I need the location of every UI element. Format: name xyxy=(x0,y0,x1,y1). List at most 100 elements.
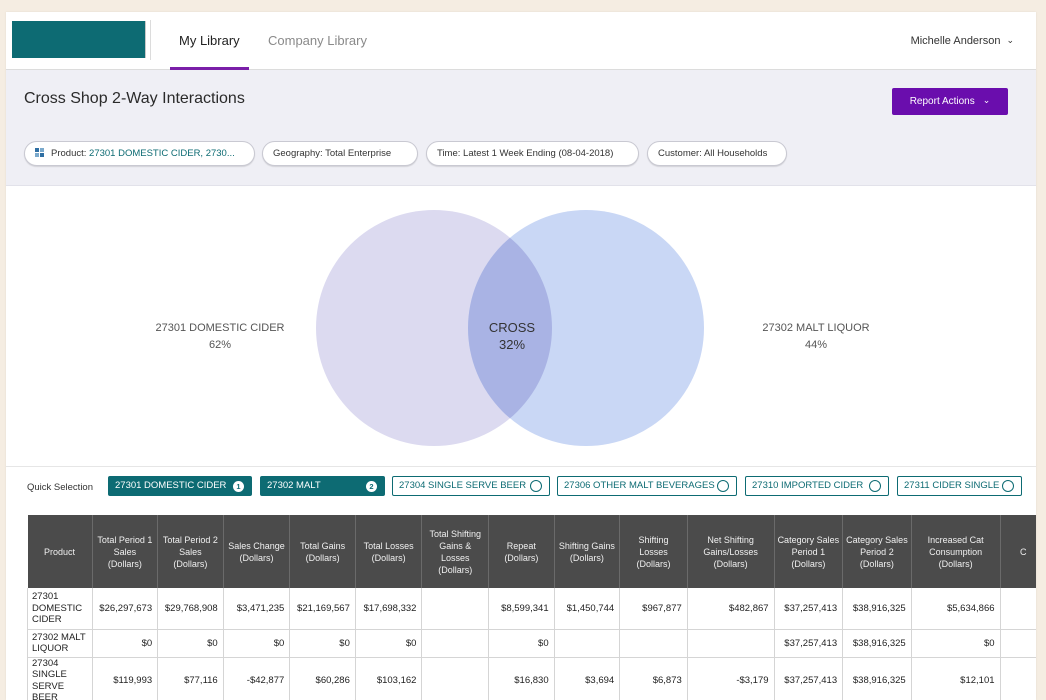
table-cell: -$3,179 xyxy=(687,657,775,700)
radio-circle-icon xyxy=(717,480,729,492)
data-table-container[interactable]: Product Total Period 1 Sales (Dollars) T… xyxy=(27,515,1036,700)
venn-cross-name: CROSS xyxy=(488,320,536,335)
filter-geography[interactable]: Geography: Total Enterprise xyxy=(262,141,418,166)
table-cell: $0 xyxy=(488,629,555,658)
table-row: 27302 MALT LIQUOR $0 $0 $0 $0 $0 $0 $37,… xyxy=(27,629,1036,658)
table-cell xyxy=(421,588,490,630)
column-header[interactable]: C xyxy=(1000,515,1036,588)
chip-27310[interactable]: 27310 IMPORTED CIDER xyxy=(745,476,889,496)
filter-value: All Households xyxy=(703,148,768,159)
venn-left-pct: 62% xyxy=(208,339,232,351)
brand-logo[interactable] xyxy=(12,21,146,58)
venn-right-name: 27302 MALT LIQUOR xyxy=(762,322,870,334)
table-cell xyxy=(687,629,775,658)
filter-product[interactable]: Product: 27301 DOMESTIC CIDER, 2730... xyxy=(24,141,255,166)
app-window: My Library Company Library Michelle Ande… xyxy=(6,12,1036,700)
table-cell: $3,471,235 xyxy=(223,588,291,630)
user-name: Michelle Anderson xyxy=(910,35,1001,47)
table-row: 27301 DOMESTIC CIDER $26,297,673 $29,768… xyxy=(27,588,1036,630)
radio-circle-icon xyxy=(869,480,881,492)
table-cell: $37,257,413 xyxy=(774,657,844,700)
venn-right-pct: 44% xyxy=(804,339,828,351)
chip-label: 27301 DOMESTIC CIDER xyxy=(115,480,227,491)
venn-right-label: 27302 MALT LIQUOR 44% xyxy=(736,320,896,354)
venn-left-label: 27301 DOMESTIC CIDER 62% xyxy=(140,320,300,354)
page-title: Cross Shop 2-Way Interactions xyxy=(24,90,245,107)
user-menu[interactable]: Michelle Anderson ⌄ xyxy=(911,12,1014,70)
table-cell: $37,257,413 xyxy=(774,629,844,658)
column-header[interactable]: Shifting Losses (Dollars) xyxy=(619,515,688,588)
chip-label: 27304 SINGLE SERVE BEER xyxy=(399,480,527,491)
filter-key: Product: xyxy=(51,148,87,159)
filter-value: Latest 1 Week Ending (08-04-2018) xyxy=(463,148,614,159)
selection-number-icon: 2 xyxy=(366,481,377,492)
report-actions-label: Report Actions xyxy=(909,96,975,107)
tab-my-library[interactable]: My Library xyxy=(170,12,249,70)
venn-cross-pct: 32% xyxy=(498,337,526,352)
table-cell xyxy=(421,657,490,700)
column-header[interactable]: Category Sales Period 1 (Dollars) xyxy=(774,515,844,588)
filter-time[interactable]: Time: Latest 1 Week Ending (08-04-2018) xyxy=(426,141,639,166)
venn-diagram: 27301 DOMESTIC CIDER 62% CROSS 32% 27302… xyxy=(6,186,1036,466)
chip-27311[interactable]: 27311 CIDER SINGLE xyxy=(897,476,1022,496)
column-header[interactable]: Total Shifting Gains & Losses (Dollars) xyxy=(421,515,490,588)
radio-circle-icon xyxy=(530,480,542,492)
table-cell: $16,830 xyxy=(488,657,555,700)
table-cell: $967,877 xyxy=(619,588,688,630)
nav-divider xyxy=(150,20,151,60)
column-header[interactable]: Shifting Gains (Dollars) xyxy=(554,515,621,588)
table-cell: $0 xyxy=(289,629,356,658)
venn-overlap[interactable] xyxy=(468,210,704,446)
product-cell: 27302 MALT LIQUOR xyxy=(27,629,93,658)
table-cell: $37,257,413 xyxy=(774,588,844,630)
report-header: Cross Shop 2-Way Interactions Report Act… xyxy=(6,70,1036,186)
venn-left-name: 27301 DOMESTIC CIDER xyxy=(155,322,285,334)
filter-customer[interactable]: Customer: All Households xyxy=(647,141,787,166)
table-cell: $8,599,341 xyxy=(488,588,555,630)
column-header[interactable]: Total Losses (Dollars) xyxy=(355,515,423,588)
product-cell: 27304 SINGLE SERVE BEER xyxy=(27,657,93,700)
report-actions-button[interactable]: Report Actions ⌄ xyxy=(892,88,1008,115)
table-cell: $103,162 xyxy=(355,657,423,700)
quick-selection-bar: Quick Selection 27301 DOMESTIC CIDER 1 2… xyxy=(6,466,1036,507)
tab-company-library[interactable]: Company Library xyxy=(268,33,367,48)
column-header[interactable]: Total Period 2 Sales (Dollars) xyxy=(157,515,224,588)
table-cell: $0 xyxy=(355,629,423,658)
column-header[interactable]: Product xyxy=(27,515,93,588)
table-header-row: Product Total Period 1 Sales (Dollars) T… xyxy=(27,515,1036,588)
table-cell: $17,698,332 xyxy=(355,588,423,630)
selection-number-icon: 1 xyxy=(233,481,244,492)
table-cell: $21,169,567 xyxy=(289,588,356,630)
column-header[interactable]: Total Gains (Dollars) xyxy=(289,515,356,588)
table-cell: -$42,877 xyxy=(223,657,291,700)
filter-key: Geography: xyxy=(273,148,323,159)
product-cell: 27301 DOMESTIC CIDER xyxy=(27,588,93,630)
table-cell: $482,867 xyxy=(687,588,775,630)
table-cell: $60,286 xyxy=(289,657,356,700)
filter-key: Customer: xyxy=(658,148,702,159)
table-cell xyxy=(421,629,490,658)
quick-selection-label: Quick Selection xyxy=(27,482,94,493)
chip-27304[interactable]: 27304 SINGLE SERVE BEER xyxy=(392,476,550,496)
chip-label: 27302 MALT xyxy=(267,480,321,491)
column-header[interactable]: Total Period 1 Sales (Dollars) xyxy=(92,515,159,588)
table-cell xyxy=(1000,657,1036,700)
table-cell: $38,916,325 xyxy=(842,629,912,658)
table-cell: $1,450,744 xyxy=(554,588,621,630)
chip-27301[interactable]: 27301 DOMESTIC CIDER 1 xyxy=(108,476,252,496)
table-cell: $0 xyxy=(157,629,224,658)
table-cell: $3,694 xyxy=(554,657,621,700)
grid-icon xyxy=(35,148,44,157)
table-cell: $119,993 xyxy=(92,657,159,700)
table-cell: $29,768,908 xyxy=(157,588,224,630)
column-header[interactable]: Repeat (Dollars) xyxy=(488,515,555,588)
chip-27302[interactable]: 27302 MALT 2 xyxy=(260,476,385,496)
column-header[interactable]: Sales Change (Dollars) xyxy=(223,515,291,588)
table-cell xyxy=(619,629,688,658)
chip-27306[interactable]: 27306 OTHER MALT BEVERAGES xyxy=(557,476,737,496)
top-nav: My Library Company Library Michelle Ande… xyxy=(6,12,1036,70)
table-cell: $12,101 xyxy=(911,657,1001,700)
column-header[interactable]: Increased Cat Consumption (Dollars) xyxy=(911,515,1001,588)
column-header[interactable]: Net Shifting Gains/Losses (Dollars) xyxy=(687,515,775,588)
column-header[interactable]: Category Sales Period 2 (Dollars) xyxy=(842,515,912,588)
